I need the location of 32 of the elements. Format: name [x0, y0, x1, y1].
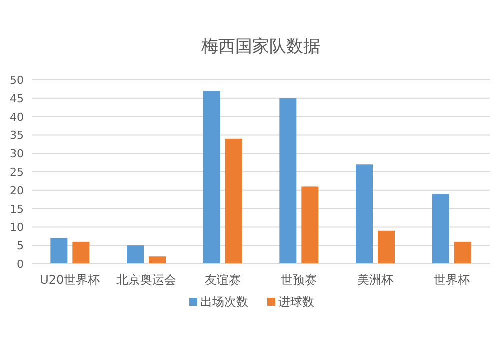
x-tick-label: U20世界杯 — [40, 273, 100, 287]
y-tick-label: 40 — [10, 110, 24, 124]
x-tick-label: 北京奥运会 — [116, 273, 176, 287]
x-tick-label: 世界杯 — [434, 273, 470, 287]
legend-label: 进球数 — [278, 295, 314, 309]
bar — [203, 91, 220, 264]
bar — [432, 194, 450, 264]
y-tick-label: 20 — [10, 184, 24, 198]
bar — [378, 230, 395, 264]
bar — [280, 98, 297, 264]
bar — [149, 256, 166, 264]
y-tick-label: 50 — [10, 74, 24, 87]
y-tick-label: 35 — [10, 129, 24, 142]
bar — [72, 242, 90, 264]
bar — [302, 186, 319, 264]
chart-title: 梅西国家队数据 — [200, 37, 320, 57]
y-tick-label: 45 — [10, 92, 24, 106]
y-tick-label: 25 — [10, 166, 24, 179]
y-tick-label: 30 — [10, 148, 24, 161]
bar — [127, 246, 144, 264]
y-tick-label: 15 — [10, 202, 24, 216]
y-tick-label: 10 — [10, 221, 24, 234]
x-tick-label: 友谊赛 — [204, 273, 241, 287]
bar — [454, 242, 472, 264]
bar — [225, 138, 242, 264]
y-tick-label: 5 — [17, 240, 24, 253]
y-tick-label: 0 — [17, 258, 24, 271]
legend-label: 出场次数 — [200, 295, 248, 309]
bar — [356, 164, 373, 264]
x-tick-label: 美洲杯 — [358, 273, 394, 287]
x-tick-label: 世预赛 — [281, 273, 318, 287]
bar — [50, 238, 68, 264]
